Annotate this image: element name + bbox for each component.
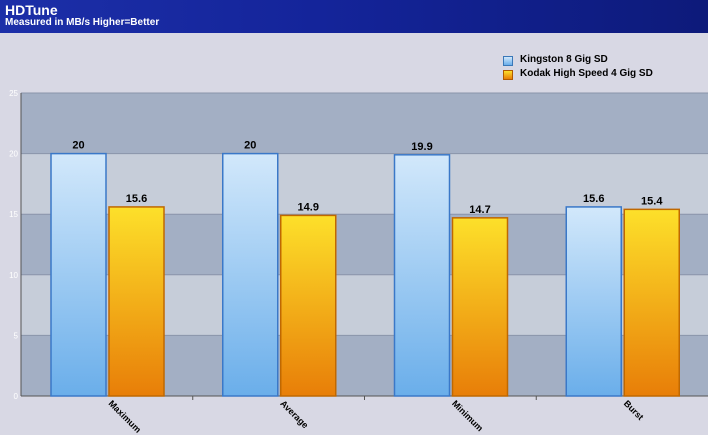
data-label: 14.7: [469, 204, 490, 216]
y-tick-label: 20: [9, 150, 18, 159]
chart-title: HDTune: [5, 2, 58, 18]
bar-kingston-minimum: [393, 154, 451, 397]
data-label: 15.6: [126, 193, 147, 205]
x-tick-label: Minimum: [450, 398, 485, 433]
x-tick-label: Burst: [622, 398, 646, 422]
y-tick-label: 5: [14, 331, 19, 340]
plot-band: [21, 93, 708, 154]
y-tick-label: 15: [9, 210, 18, 219]
bar-kodak-average: [280, 214, 337, 397]
data-label: 20: [244, 140, 256, 152]
data-label: 14.9: [298, 201, 319, 213]
bar-kingston-maximum: [50, 152, 107, 397]
data-label: 15.4: [641, 195, 663, 207]
y-tick-label: 0: [14, 392, 19, 401]
bar-kodak-burst: [623, 208, 680, 397]
bars: [50, 152, 680, 397]
plot-band: [21, 153, 708, 215]
bar-kodak-maximum: [108, 206, 165, 397]
bar-kingston-average: [222, 152, 279, 397]
data-label: 20: [72, 140, 84, 152]
y-axis: 0 5 10 15 20 25: [9, 89, 18, 401]
y-tick-label: 10: [9, 271, 18, 280]
data-labels: 20 15.6 20 14.9 19.9 14.7 15.6 15.4: [72, 140, 663, 216]
y-tick-label: 25: [9, 89, 18, 98]
bar-kingston-burst: [565, 206, 622, 397]
chart-subtitle: Measured in MB/s Higher=Better: [5, 17, 160, 28]
data-label: 19.9: [411, 141, 432, 153]
data-label: 15.6: [583, 193, 604, 205]
legend-label-kingston: Kingston 8 Gig SD: [520, 54, 608, 65]
chart-header: HDTune Measured in MB/s Higher=Better: [0, 0, 708, 33]
x-axis: Maximum Average Minimum Burst: [107, 396, 646, 435]
x-tick-label: Maximum: [107, 398, 143, 434]
bar-kodak-minimum: [451, 217, 509, 397]
bar-chart: 0 5 10 15 20 25 Maximum Average Minimum Burst 20…: [9, 89, 708, 435]
legend-label-kodak: Kodak High Speed 4 Gig SD: [520, 68, 653, 79]
legend-swatch-kodak: [503, 70, 513, 80]
legend-swatch-kingston: [503, 56, 513, 66]
x-tick-label: Average: [278, 398, 310, 430]
